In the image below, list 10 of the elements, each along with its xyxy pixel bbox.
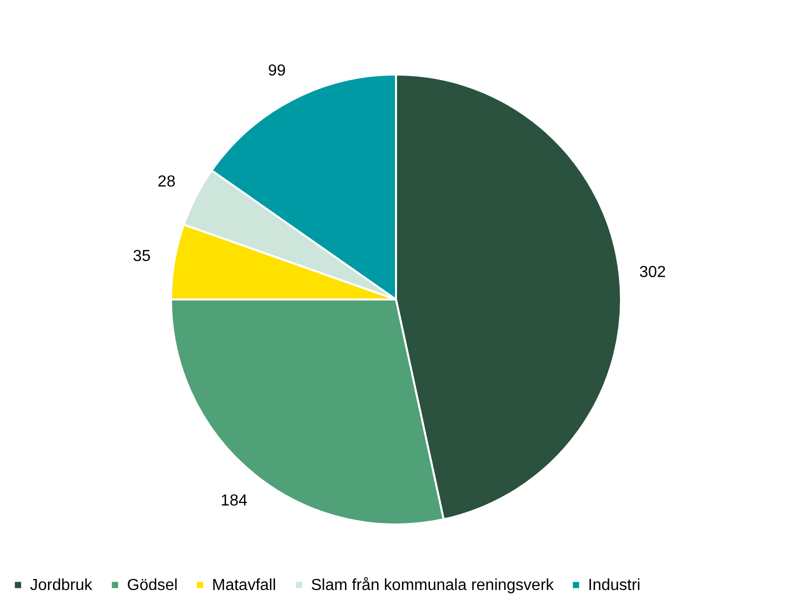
data-label: 28 [158, 173, 176, 190]
data-label: 302 [639, 264, 666, 282]
data-label: 99 [268, 62, 286, 80]
data-label: 184 [220, 492, 248, 510]
legend-label: Jordbruk [30, 577, 94, 594]
data-label: 35 [132, 248, 151, 265]
legend-label: Slam från kommunala reningsverk [311, 577, 555, 594]
legend-label: Industri [588, 577, 640, 594]
legend-label: Matavfall [212, 577, 276, 594]
legend-label: Gödsel [127, 577, 178, 594]
